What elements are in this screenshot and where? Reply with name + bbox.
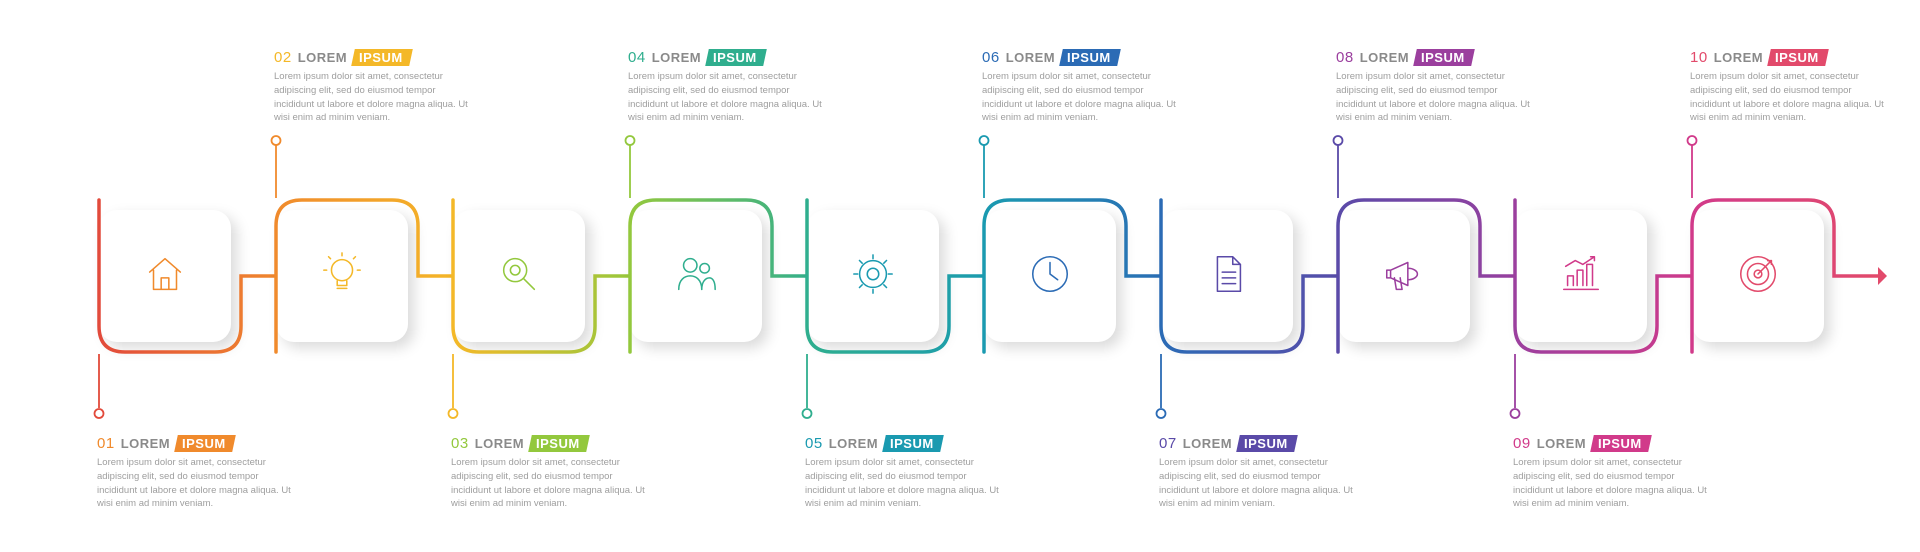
- step-title-a: LOREM: [652, 50, 701, 65]
- home-icon: [142, 251, 188, 302]
- step-card-03: [453, 210, 585, 342]
- step-title-b: IPSUM: [705, 49, 766, 66]
- step-card-10: [1692, 210, 1824, 342]
- step-leader-05: [797, 354, 817, 419]
- step-body: Lorem ipsum dolor sit amet, consectetur …: [1159, 456, 1359, 511]
- step-card-05: [807, 210, 939, 342]
- step-body: Lorem ipsum dolor sit amet, consectetur …: [1336, 70, 1536, 125]
- step-leader-07: [1151, 354, 1171, 419]
- step-body: Lorem ipsum dolor sit amet, consectetur …: [628, 70, 828, 125]
- step-title-b: IPSUM: [351, 49, 412, 66]
- step-number: 01: [97, 435, 115, 452]
- search-icon: [496, 251, 542, 302]
- step-leader-09: [1505, 354, 1525, 419]
- step-title-b: IPSUM: [1413, 49, 1474, 66]
- infographic-stage: 01 LOREM IPSUM Lorem ipsum dolor sit amet, …: [0, 0, 1920, 552]
- step-card-08: [1338, 210, 1470, 342]
- people-icon: [673, 251, 719, 302]
- step-card-06: [984, 210, 1116, 342]
- step-body: Lorem ipsum dolor sit amet, consectetur …: [97, 456, 297, 511]
- step-card-02: [276, 210, 408, 342]
- step-title-b: IPSUM: [1767, 49, 1828, 66]
- step-body: Lorem ipsum dolor sit amet, consectetur …: [1690, 70, 1890, 125]
- clock-icon: [1027, 251, 1073, 302]
- step-text-10: 10 LOREM IPSUM Lorem ipsum dolor sit amet, …: [1690, 49, 1890, 125]
- step-text-02: 02 LOREM IPSUM Lorem ipsum dolor sit amet, …: [274, 49, 474, 125]
- step-body: Lorem ipsum dolor sit amet, consectetur …: [451, 456, 651, 511]
- megaphone-icon: [1381, 251, 1427, 302]
- step-number: 02: [274, 49, 292, 66]
- step-number: 07: [1159, 435, 1177, 452]
- gear-icon: [850, 251, 896, 302]
- step-title-b: IPSUM: [882, 435, 943, 452]
- step-card-01: [99, 210, 231, 342]
- step-text-06: 06 LOREM IPSUM Lorem ipsum dolor sit amet, …: [982, 49, 1182, 125]
- step-title-a: LOREM: [475, 436, 524, 451]
- step-card-07: [1161, 210, 1293, 342]
- step-text-07: 07 LOREM IPSUM Lorem ipsum dolor sit amet, …: [1159, 435, 1359, 511]
- step-body: Lorem ipsum dolor sit amet, consectetur …: [982, 70, 1182, 125]
- step-title-a: LOREM: [121, 436, 170, 451]
- step-body: Lorem ipsum dolor sit amet, consectetur …: [1513, 456, 1713, 511]
- step-number: 03: [451, 435, 469, 452]
- step-text-01: 01 LOREM IPSUM Lorem ipsum dolor sit amet, …: [97, 435, 297, 511]
- step-leader-10: [1682, 135, 1702, 200]
- step-text-05: 05 LOREM IPSUM Lorem ipsum dolor sit amet, …: [805, 435, 1005, 511]
- step-title-a: LOREM: [1183, 436, 1232, 451]
- bulb-icon: [319, 251, 365, 302]
- step-text-03: 03 LOREM IPSUM Lorem ipsum dolor sit amet, …: [451, 435, 651, 511]
- step-number: 05: [805, 435, 823, 452]
- step-card-09: [1515, 210, 1647, 342]
- step-title-b: IPSUM: [174, 435, 235, 452]
- step-title-a: LOREM: [1714, 50, 1763, 65]
- step-title-a: LOREM: [829, 436, 878, 451]
- step-title-a: LOREM: [1537, 436, 1586, 451]
- step-title-a: LOREM: [1360, 50, 1409, 65]
- step-number: 08: [1336, 49, 1354, 66]
- step-leader-01: [89, 354, 109, 419]
- step-title-b: IPSUM: [1590, 435, 1651, 452]
- step-text-04: 04 LOREM IPSUM Lorem ipsum dolor sit amet, …: [628, 49, 828, 125]
- step-number: 04: [628, 49, 646, 66]
- step-body: Lorem ipsum dolor sit amet, consectetur …: [805, 456, 1005, 511]
- step-leader-08: [1328, 135, 1348, 200]
- step-text-09: 09 LOREM IPSUM Lorem ipsum dolor sit amet, …: [1513, 435, 1713, 511]
- step-title-b: IPSUM: [1236, 435, 1297, 452]
- step-number: 10: [1690, 49, 1708, 66]
- document-icon: [1204, 251, 1250, 302]
- step-number: 09: [1513, 435, 1531, 452]
- step-title-a: LOREM: [1006, 50, 1055, 65]
- chart-icon: [1558, 251, 1604, 302]
- step-text-08: 08 LOREM IPSUM Lorem ipsum dolor sit amet, …: [1336, 49, 1536, 125]
- step-leader-03: [443, 354, 463, 419]
- step-card-04: [630, 210, 762, 342]
- step-title-b: IPSUM: [1059, 49, 1120, 66]
- step-title-a: LOREM: [298, 50, 347, 65]
- step-number: 06: [982, 49, 1000, 66]
- target-icon: [1735, 251, 1781, 302]
- step-leader-04: [620, 135, 640, 200]
- step-leader-06: [974, 135, 994, 200]
- step-title-b: IPSUM: [528, 435, 589, 452]
- step-leader-02: [266, 135, 286, 200]
- step-body: Lorem ipsum dolor sit amet, consectetur …: [274, 70, 474, 125]
